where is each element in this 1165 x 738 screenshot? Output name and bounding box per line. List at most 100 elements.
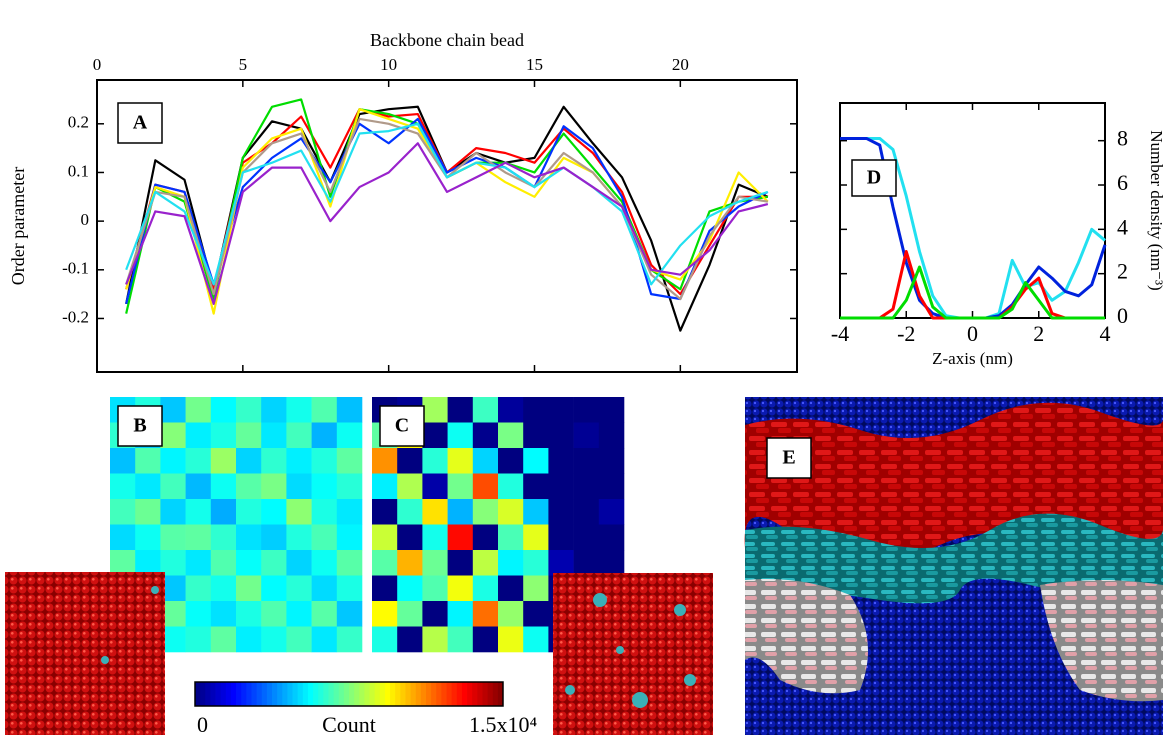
x-axis-label: Z-axis (nm) — [932, 349, 1013, 368]
heatmap-cell — [422, 601, 448, 627]
colorbar-swatch — [323, 682, 329, 706]
inset-cluster — [565, 685, 575, 695]
colorbar-swatch — [482, 682, 488, 706]
x-tick-label: 20 — [672, 55, 689, 74]
x-tick-label: 15 — [526, 55, 543, 74]
heatmap-cell — [498, 524, 524, 551]
heatmap-cell — [447, 499, 474, 525]
data-line — [125, 142, 769, 305]
heatmap-cell — [210, 601, 237, 627]
y-tick-label: -0.1 — [62, 259, 89, 278]
heatmap-cell — [286, 448, 312, 474]
heatmap-cell — [397, 626, 423, 653]
heatmap-cell — [422, 422, 448, 449]
colorbar-swatch — [338, 682, 345, 706]
data-line — [840, 250, 1105, 320]
heatmap-cell — [372, 473, 398, 500]
colorbar-swatch — [472, 682, 478, 706]
inset-snapshot — [5, 572, 165, 735]
heatmap-cell — [185, 448, 212, 474]
heatmap-cell — [160, 524, 186, 551]
heatmap-cell — [261, 601, 287, 627]
y-tick-label: 6 — [1117, 170, 1128, 195]
heatmap-cell — [160, 550, 186, 576]
heatmap-cell — [548, 473, 574, 500]
y-axis-label: Order parameter — [8, 167, 28, 285]
heatmap-cell — [372, 575, 398, 602]
heatmap-cell — [336, 626, 363, 653]
colorbar-swatch — [420, 682, 427, 706]
colorbar-swatch — [292, 682, 299, 706]
inset-cluster — [616, 646, 624, 654]
heatmap-cell — [135, 524, 161, 551]
heatmap-cell — [472, 550, 499, 576]
heatmap-cell — [210, 626, 237, 653]
heatmap-cell — [236, 448, 262, 474]
heatmap-cell — [523, 550, 549, 576]
heatmap-cell — [598, 473, 625, 500]
colorbar-swatch — [318, 682, 324, 706]
heatmap-cell — [472, 397, 499, 423]
heatmap-cell — [573, 448, 600, 474]
y-tick-label: 8 — [1117, 126, 1128, 151]
heatmap-cell — [236, 626, 262, 653]
colorbar-swatch — [272, 682, 278, 706]
heatmap-cell — [110, 550, 136, 576]
heatmap-cell — [236, 473, 262, 500]
x-tick-label: 4 — [1100, 321, 1111, 346]
colorbar-swatch — [456, 682, 463, 706]
heatmap-cell — [236, 524, 262, 551]
heatmap-cell — [236, 575, 262, 602]
heatmap-cell — [185, 550, 212, 576]
heatmap-cell — [573, 524, 600, 551]
heatmap-cell — [236, 601, 262, 627]
panel-label-box — [851, 159, 897, 197]
heatmap-cell — [160, 422, 186, 449]
inset-cluster — [593, 593, 607, 607]
colorbar-tick-label: 0 — [197, 712, 208, 737]
y-tick-label: 0 — [81, 210, 90, 229]
heatmap-cell — [372, 626, 398, 653]
heatmap-cell — [498, 601, 524, 627]
inset-cluster — [632, 692, 648, 708]
heatmap-cell — [261, 473, 287, 500]
snapshot-white-right — [1040, 580, 1163, 702]
heatmap-cell — [397, 524, 423, 551]
heatmap-cell — [261, 422, 287, 449]
heatmap-cell — [447, 550, 474, 576]
heatmap-cell — [110, 448, 136, 474]
colorbar-swatch — [241, 682, 247, 706]
panel-label-box — [766, 437, 812, 479]
heatmap-cell — [311, 550, 338, 576]
heatmap-cell — [210, 575, 237, 602]
colorbar-swatch — [225, 682, 232, 706]
panel-label: A — [133, 112, 148, 134]
heatmap-cell — [422, 473, 448, 500]
colorbar-swatch — [200, 682, 206, 706]
heatmap-cell — [598, 448, 625, 474]
colorbar-swatch — [302, 682, 309, 706]
heatmap-cell — [372, 524, 398, 551]
heatmap-cell — [286, 601, 312, 627]
heatmap-cell — [336, 601, 363, 627]
heatmap-cell — [498, 550, 524, 576]
heatmap-cell — [336, 473, 363, 500]
heatmap-cell — [336, 499, 363, 525]
colorbar-swatch — [210, 682, 216, 706]
heatmap-cell — [598, 499, 625, 525]
data-line — [125, 98, 769, 314]
colorbar-swatch — [359, 682, 365, 706]
snapshot-white-left — [745, 579, 868, 694]
colorbar-swatch — [256, 682, 263, 706]
heatmap-cell — [472, 422, 499, 449]
heatmap-cell — [185, 422, 212, 449]
snapshot-cyan-layer — [745, 513, 1163, 604]
heatmap-cell — [523, 601, 549, 627]
colorbar-swatch — [195, 682, 201, 706]
colorbar-swatch — [477, 682, 483, 706]
colorbar-swatch — [313, 682, 319, 706]
colorbar-swatch — [400, 682, 406, 706]
heatmap-cell — [236, 422, 262, 449]
heatmap-cell — [311, 448, 338, 474]
x-axis-label: Backbone chain bead — [370, 30, 524, 50]
